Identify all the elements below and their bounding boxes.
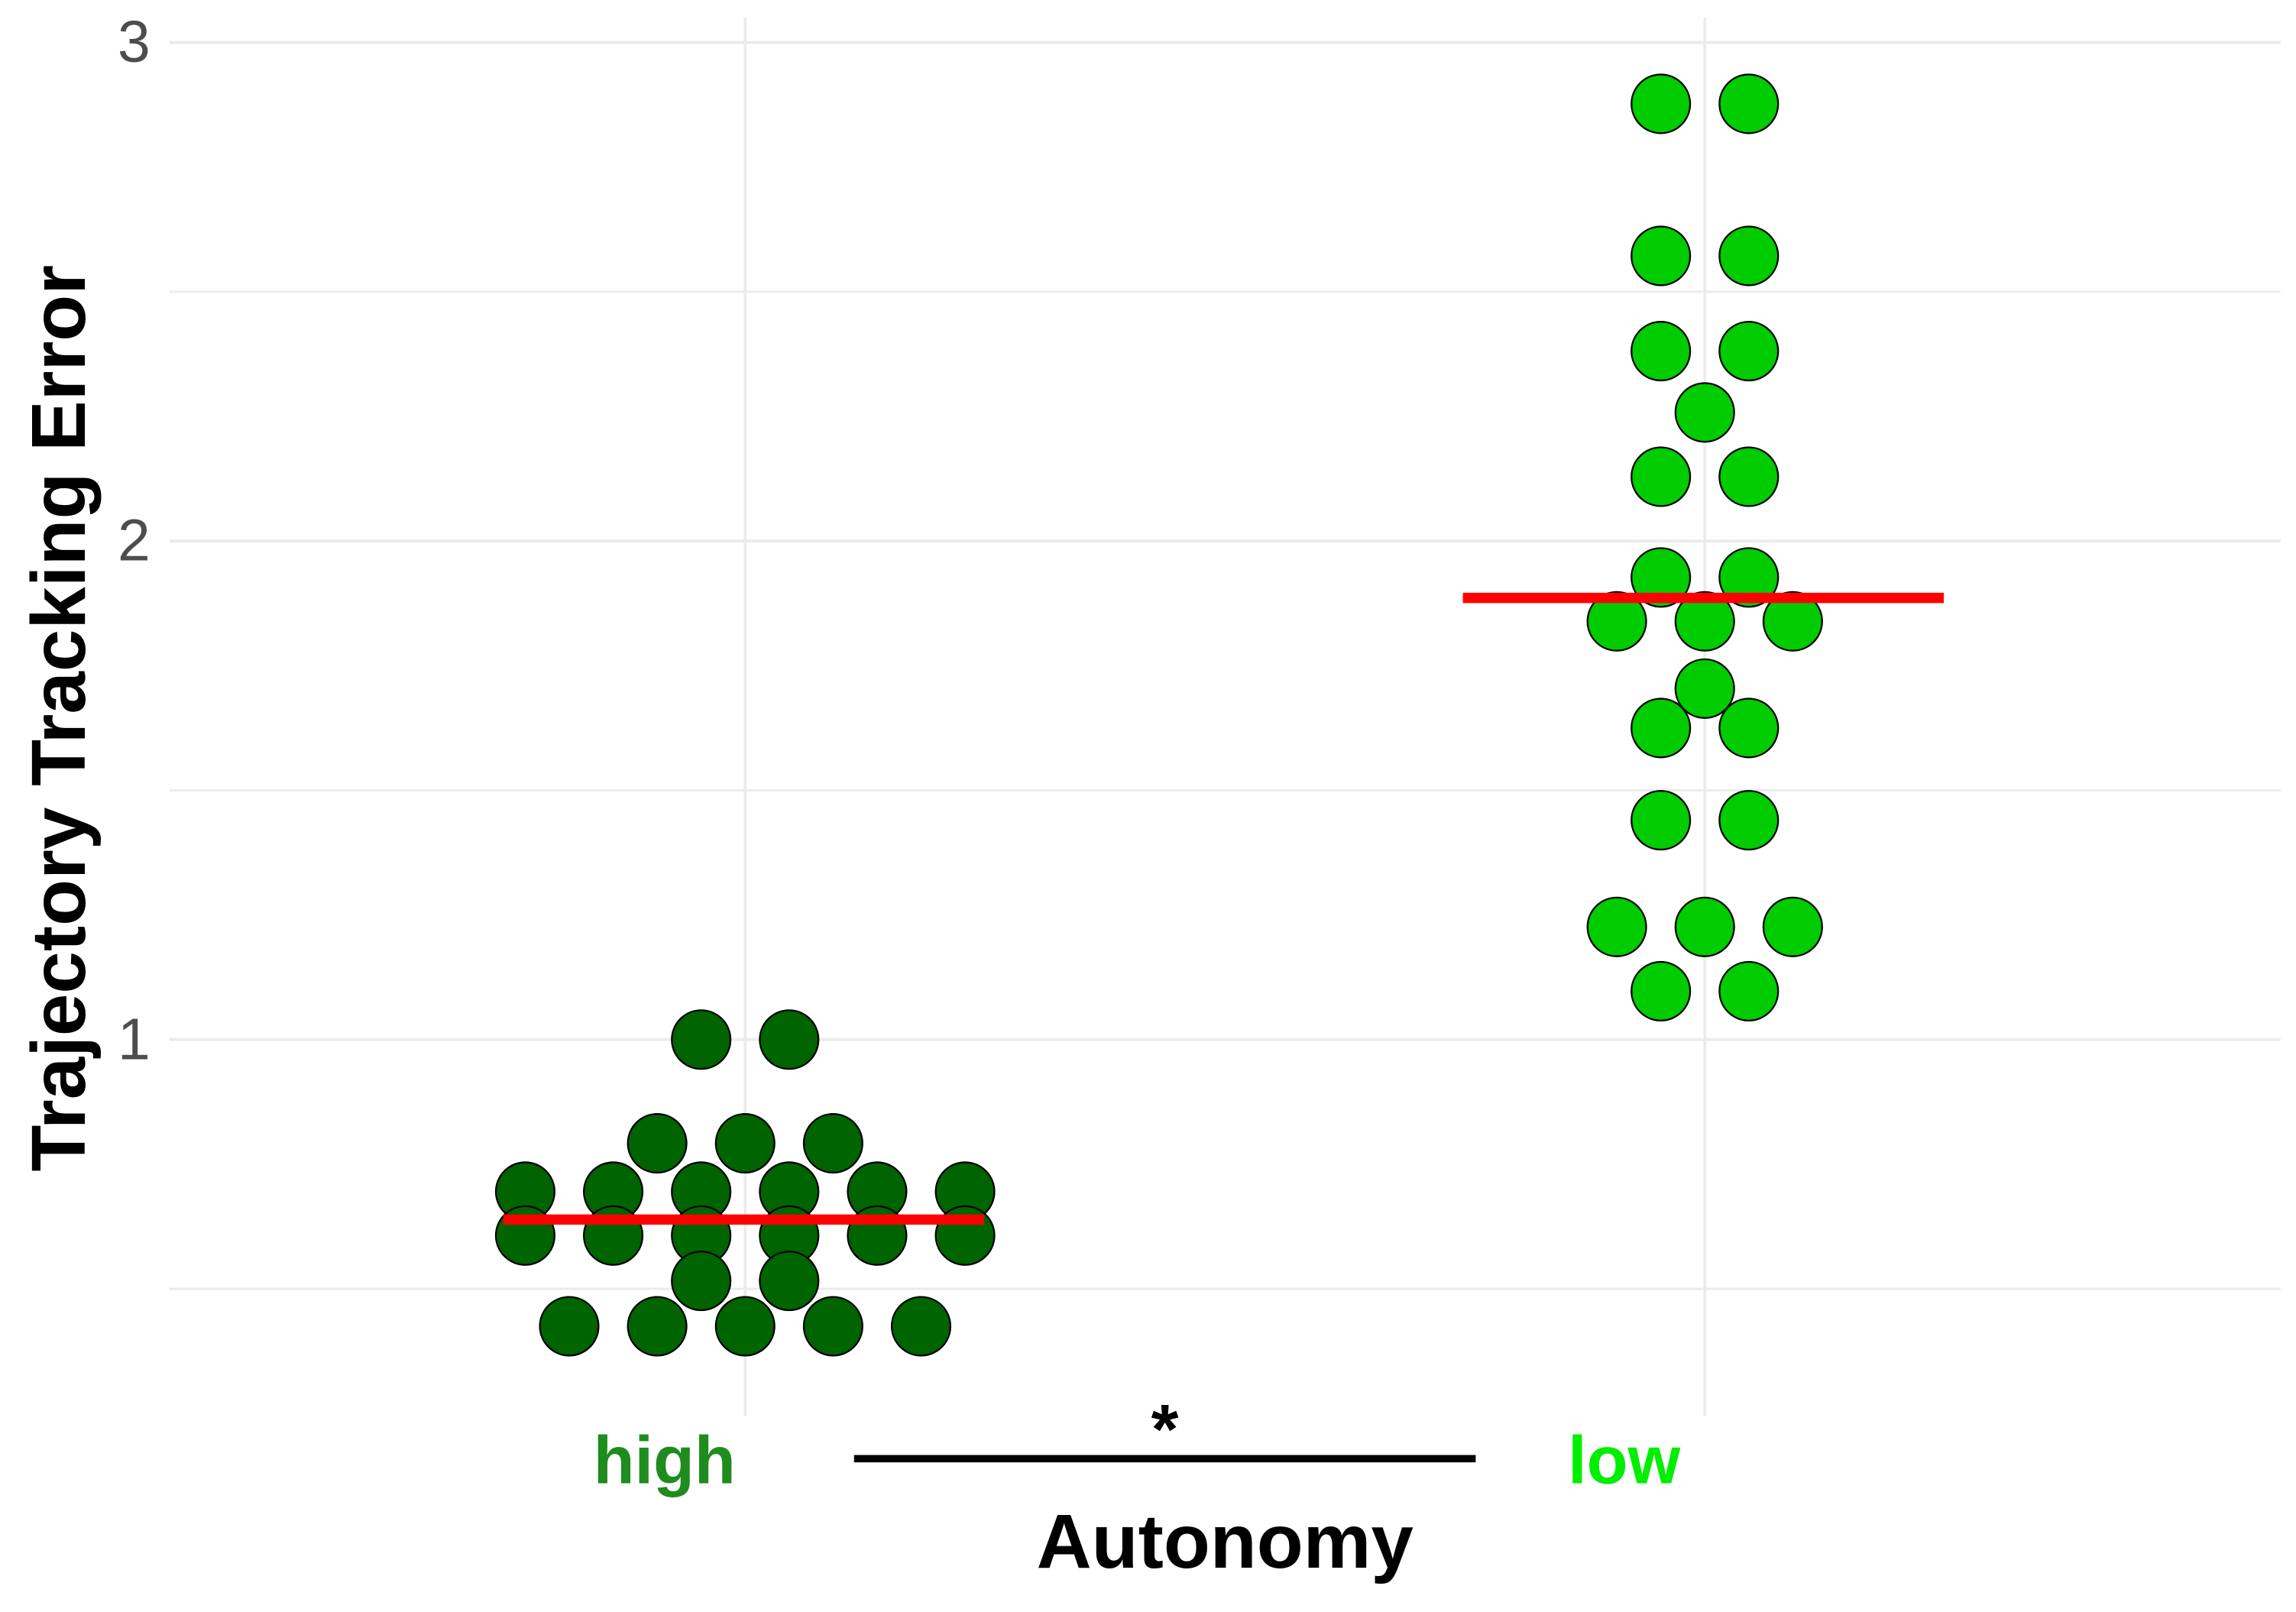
dot <box>627 1112 688 1174</box>
dot <box>1631 73 1692 134</box>
dot <box>1718 73 1779 134</box>
y-tick-label: 3 <box>118 10 151 75</box>
x-axis-title: Autonomy <box>1037 1500 1414 1584</box>
dot <box>1718 321 1779 382</box>
x-tick-label: low <box>1568 1423 1680 1498</box>
dot <box>671 1009 732 1070</box>
dot <box>714 1112 776 1174</box>
x-tick-label: high <box>594 1423 736 1498</box>
dot <box>1631 960 1692 1021</box>
significance-label: * <box>1151 1390 1179 1468</box>
dot <box>1718 547 1779 608</box>
dot <box>1586 591 1647 652</box>
dot <box>1718 446 1779 507</box>
dot <box>1674 591 1735 652</box>
dot <box>802 1112 863 1174</box>
dot <box>671 1251 732 1312</box>
dot <box>759 1009 820 1070</box>
dot <box>759 1251 820 1312</box>
dot <box>539 1296 600 1357</box>
dot <box>1718 960 1779 1021</box>
dot <box>1718 225 1779 286</box>
dot <box>627 1296 688 1357</box>
dot <box>1718 790 1779 851</box>
dot <box>1631 225 1692 286</box>
dot <box>1762 896 1823 957</box>
dot <box>1631 321 1692 382</box>
dot <box>1674 896 1735 957</box>
y-tick-label: 1 <box>118 1007 151 1072</box>
dot <box>714 1296 776 1357</box>
dot <box>1674 382 1735 443</box>
dot <box>1631 446 1692 507</box>
dot <box>1586 896 1647 957</box>
dot <box>1674 658 1735 719</box>
y-tick-label: 2 <box>118 509 151 574</box>
dot <box>1631 698 1692 759</box>
y-axis-title: Trajectory Tracking Error <box>17 265 102 1172</box>
dot <box>890 1296 952 1357</box>
dot <box>802 1296 863 1357</box>
dot <box>1631 547 1692 608</box>
dot <box>1631 790 1692 851</box>
dot <box>1762 591 1823 652</box>
dot <box>1718 698 1779 759</box>
